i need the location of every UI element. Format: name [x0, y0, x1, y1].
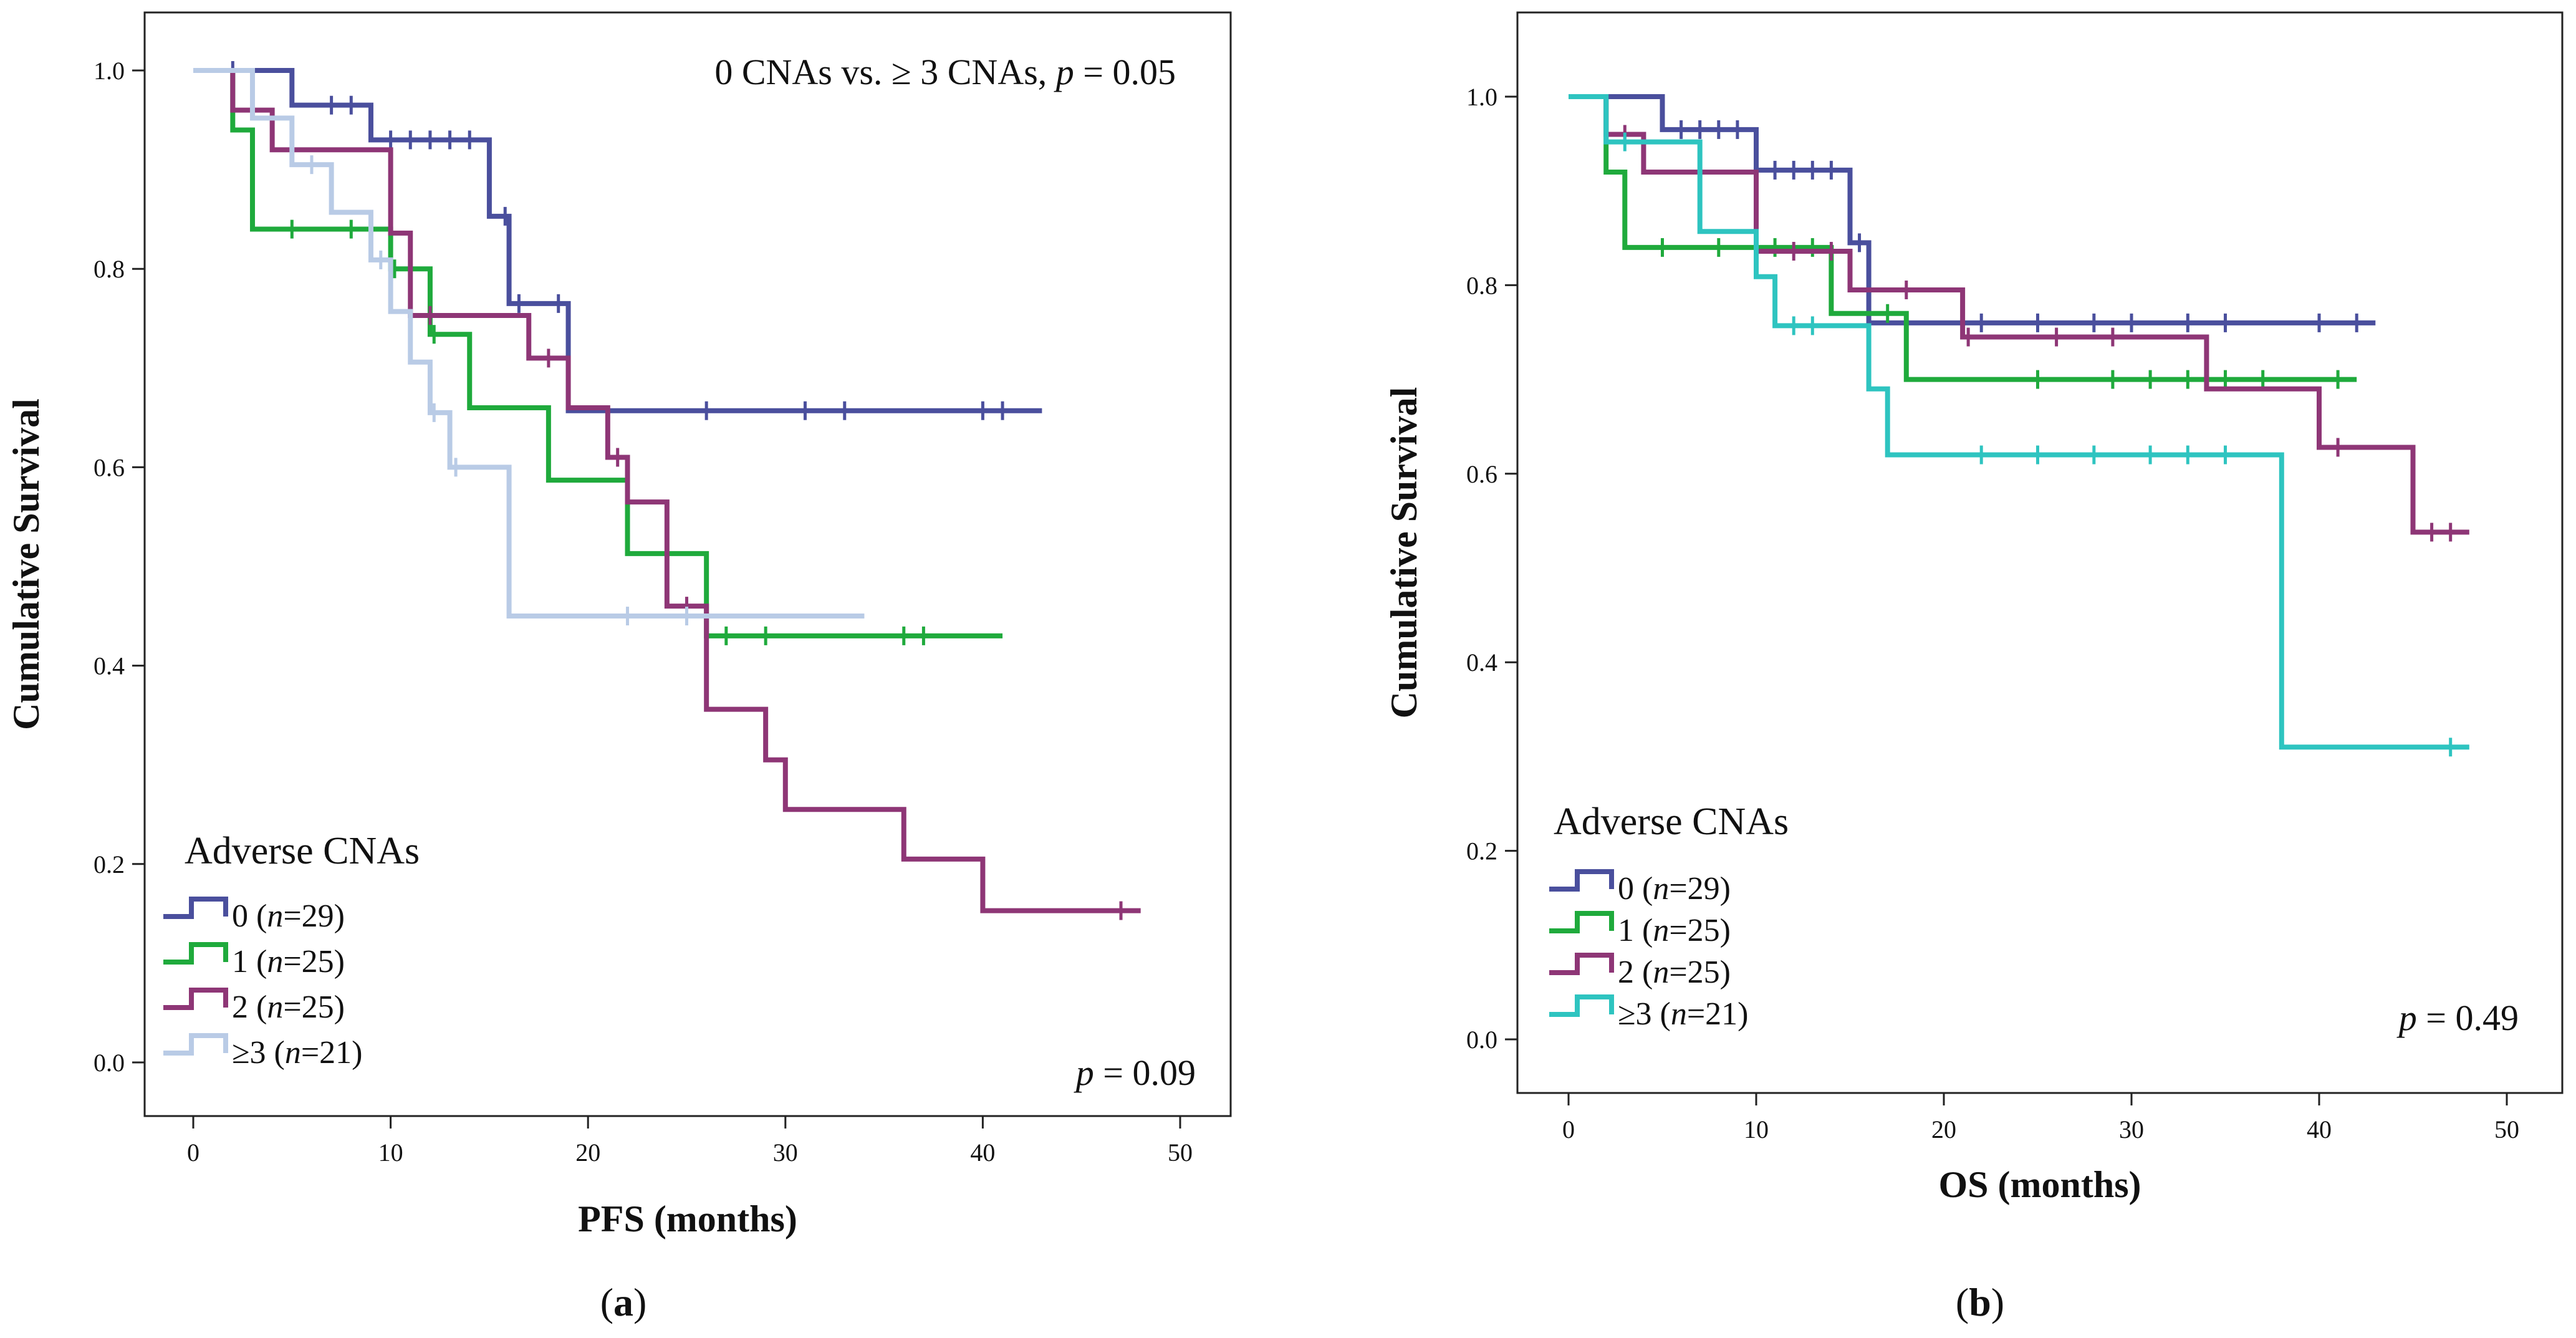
chart-a-x-tick-label: 0	[187, 1138, 199, 1167]
chart-b-series-line-3	[1569, 94, 2469, 750]
chart-b-legend-title: Adverse CNAs	[1554, 801, 1789, 843]
chart-a-annotation-p-value: p = 0.09	[1074, 1052, 1196, 1093]
chart-b-y-axis-title: Cumulative Survival	[1383, 387, 1425, 719]
chart-b-series-3	[1569, 94, 2469, 757]
chart-b-y-tick-label: 1.0	[1466, 83, 1497, 111]
chart-a-series-1	[193, 68, 1003, 645]
chart-a-panel: 0.0 0.2 0.4 0.6 0.8 1.0 0 10 20 30 40 50 Cumulative …	[6, 11, 1232, 1324]
chart-a-y-tick-label: 0.8	[94, 255, 125, 283]
chart-b-frame	[1516, 11, 2564, 1094]
chart-b-x-tick-label: 10	[1744, 1115, 1769, 1143]
chart-a-legend-label-2: 2 (n=25)	[232, 989, 345, 1025]
chart-b-legend-swatch-2	[1549, 953, 1614, 975]
chart-b-legend-label-1: 1 (n=25)	[1618, 913, 1731, 948]
chart-b-y-tick-label: 0.2	[1466, 837, 1497, 865]
chart-a-series-line-0	[193, 68, 1042, 413]
chart-b-panel: 0.0 0.2 0.4 0.6 0.8 1.0 0 10 20 30 40 50 Cumulative …	[1383, 11, 2564, 1324]
chart-b-panel-label: (b)	[1956, 1280, 2004, 1324]
chart-b-x-tick-label: 0	[1562, 1115, 1575, 1143]
chart-a-legend-swatch-3	[163, 1033, 228, 1056]
chart-b-legend-label-3: ≥3 (n=21)	[1618, 996, 1749, 1032]
chart-a-legend-label-1: 1 (n=25)	[232, 944, 345, 979]
chart-a-legend-title: Adverse CNAs	[185, 830, 420, 872]
chart-b-legend-label-2: 2 (n=25)	[1618, 955, 1731, 990]
chart-b-legend-swatch-1	[1549, 911, 1614, 933]
chart-b-annotation-p-value: p = 0.49	[2396, 998, 2519, 1038]
chart-b-legend-label-0: 0 (n=29)	[1618, 871, 1731, 907]
chart-b-series-0	[1569, 94, 2376, 332]
chart-b-x-tick-label: 20	[1931, 1115, 1956, 1143]
chart-a-legend-label-3: ≥3 (n=21)	[232, 1035, 363, 1071]
chart-a-y-tick-label: 0.0	[94, 1049, 125, 1077]
chart-a-x-axis-title: PFS (months)	[578, 1198, 797, 1239]
chart-b-y-tick-label: 0.6	[1466, 460, 1497, 488]
chart-b-x-tick-label: 30	[2119, 1115, 2144, 1143]
chart-b-series-line-2	[1569, 94, 2469, 535]
chart-a-series-2	[193, 68, 1141, 920]
chart-b-legend-swatch-0	[1549, 869, 1614, 892]
chart-b-x-tick-label: 50	[2494, 1115, 2519, 1143]
chart-a-legend-label-0: 0 (n=29)	[232, 898, 345, 934]
chart-a-x-tick-label: 30	[773, 1138, 798, 1167]
chart-b-y-tick-label: 0.0	[1466, 1026, 1497, 1054]
chart-b-series-line-0	[1569, 94, 2376, 325]
chart-a-series-line-3	[193, 68, 865, 619]
chart-a-y-tick-label: 1.0	[94, 57, 125, 85]
chart-a-legend-swatch-0	[163, 897, 228, 919]
chart-a-series-line-1	[193, 68, 1003, 638]
chart-b-x-tick-label: 40	[2307, 1115, 2332, 1143]
chart-b-x-axis-title: OS (months)	[1938, 1164, 2141, 1205]
chart-a-y-tick-label: 0.2	[94, 850, 125, 878]
chart-b-series-2	[1569, 94, 2469, 542]
chart-a-series-line-2	[193, 68, 1141, 913]
chart-a-y-axis-title: Cumulative Survival	[6, 398, 47, 730]
chart-a-panel-label: (a)	[600, 1280, 647, 1324]
chart-a-annotation-comparison: 0 CNAs vs. ≥ 3 CNAs, p = 0.05	[714, 52, 1176, 92]
chart-a-series-0	[193, 61, 1042, 420]
chart-a-x-tick-label: 40	[970, 1138, 995, 1167]
chart-a-frame	[143, 11, 1232, 1117]
chart-a-y-tick-label: 0.4	[94, 652, 125, 680]
chart-a-legend-swatch-2	[163, 988, 228, 1010]
chart-a-legend-swatch-1	[163, 942, 228, 965]
chart-a-y-tick-label: 0.6	[94, 453, 125, 481]
chart-b-y-tick-label: 0.8	[1466, 271, 1497, 299]
chart-a-x-tick-label: 20	[575, 1138, 600, 1167]
chart-b-y-tick-label: 0.4	[1466, 648, 1497, 676]
chart-b-legend-swatch-3	[1549, 994, 1614, 1017]
chart-a-x-tick-label: 10	[378, 1138, 403, 1167]
chart-a-x-tick-label: 50	[1168, 1138, 1193, 1167]
chart-a-series-3	[193, 68, 865, 626]
